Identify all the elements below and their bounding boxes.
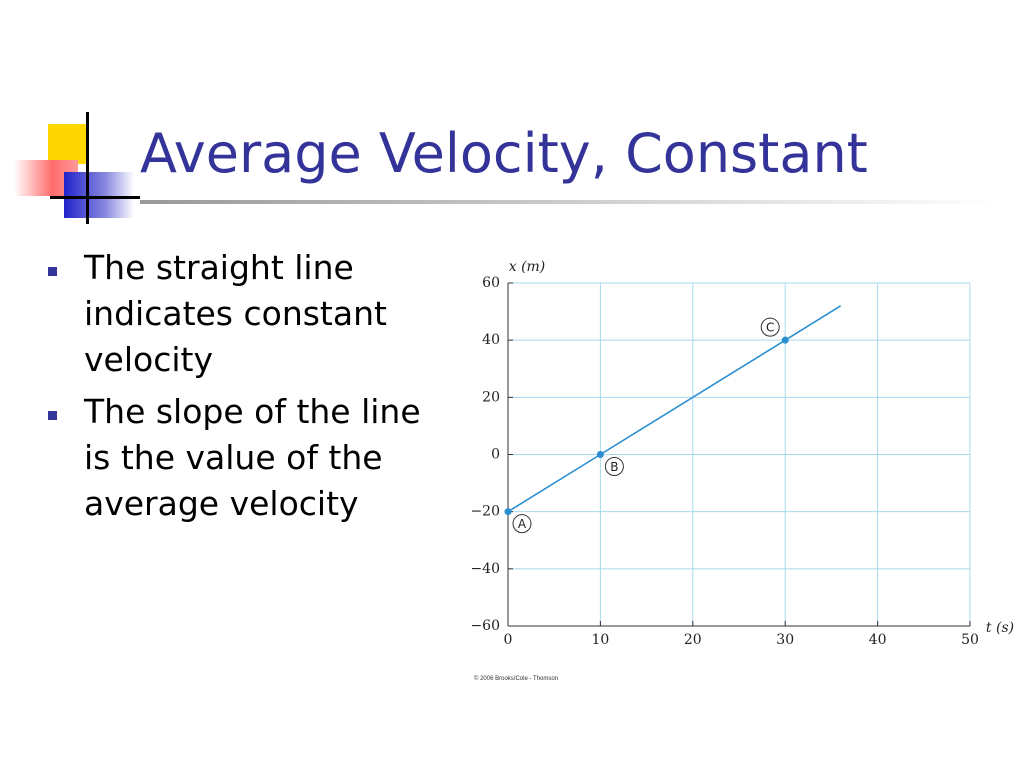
y-tick-label: 60 xyxy=(482,275,500,291)
point-label-ring xyxy=(512,514,532,534)
point-label: B xyxy=(610,460,618,474)
y-tick-label: 40 xyxy=(482,332,500,348)
y-tick-label: 0 xyxy=(491,447,500,463)
x-tick-label: 50 xyxy=(961,632,979,648)
x-tick-label: 40 xyxy=(869,632,887,648)
y-tick-label: −40 xyxy=(470,561,500,577)
data-line xyxy=(507,305,842,513)
data-point xyxy=(504,508,512,516)
point-label-ring xyxy=(604,457,624,476)
bullet: The straight line indicates constant vel… xyxy=(44,245,444,383)
bullet-list: The straight line indicates constant vel… xyxy=(44,245,444,533)
copyright: © 2006 Brooks/Cole - Thomson xyxy=(474,676,559,682)
x-tick-label: 30 xyxy=(776,632,794,648)
x-axis-label: t (s) xyxy=(986,620,1014,636)
y-tick-label: 20 xyxy=(482,389,500,405)
y-axis-label: x (m) xyxy=(509,259,546,275)
decoration xyxy=(0,0,1024,240)
x-tick-label: 10 xyxy=(591,632,609,648)
slide-title: Average Velocity, Constant xyxy=(140,122,868,185)
point-label-ring xyxy=(760,317,780,337)
x-tick-label: 0 xyxy=(504,632,513,648)
data-point xyxy=(781,336,789,344)
point-label: C xyxy=(766,321,774,335)
data-point xyxy=(596,451,604,458)
bullet: The slope of the line is the value of th… xyxy=(44,389,444,527)
y-tick-label: −20 xyxy=(470,504,500,520)
point-label: A xyxy=(518,517,527,531)
y-tick-label: −60 xyxy=(470,618,500,634)
x-tick-label: 20 xyxy=(684,632,702,648)
